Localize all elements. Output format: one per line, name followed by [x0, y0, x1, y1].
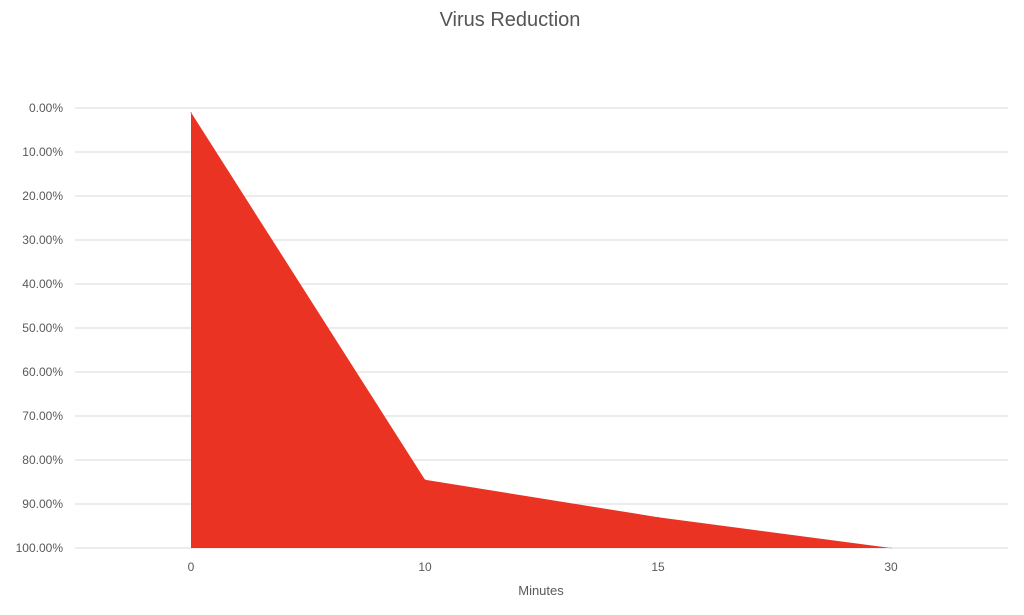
x-axis: 0 10 15 30	[188, 560, 898, 574]
plot-area	[190, 111, 892, 549]
y-tick-label: 50.00%	[22, 321, 63, 335]
x-tick-label: 10	[418, 560, 432, 574]
x-tick-label: 0	[188, 560, 195, 574]
x-tick-label: 15	[651, 560, 665, 574]
y-tick-label: 80.00%	[22, 453, 63, 467]
chart-title: Virus Reduction	[440, 9, 581, 31]
y-tick-label: 10.00%	[22, 145, 63, 159]
data-point	[424, 479, 426, 481]
y-axis: 0.00% 10.00% 20.00% 30.00% 40.00% 50.00% 60.00…	[16, 101, 64, 555]
y-tick-label: 40.00%	[22, 277, 63, 291]
area-series	[191, 112, 891, 549]
y-tick-label: 70.00%	[22, 409, 63, 423]
y-tick-label: 0.00%	[29, 101, 63, 115]
data-point	[890, 547, 892, 549]
data-point	[190, 111, 192, 113]
y-tick-label: 90.00%	[22, 497, 63, 511]
y-tick-label: 60.00%	[22, 365, 63, 379]
data-point	[657, 516, 659, 518]
x-tick-label: 30	[884, 560, 898, 574]
y-tick-label: 20.00%	[22, 189, 63, 203]
x-axis-label: Minutes	[518, 583, 564, 598]
y-tick-label: 100.00%	[16, 541, 64, 555]
y-tick-label: 30.00%	[22, 233, 63, 247]
